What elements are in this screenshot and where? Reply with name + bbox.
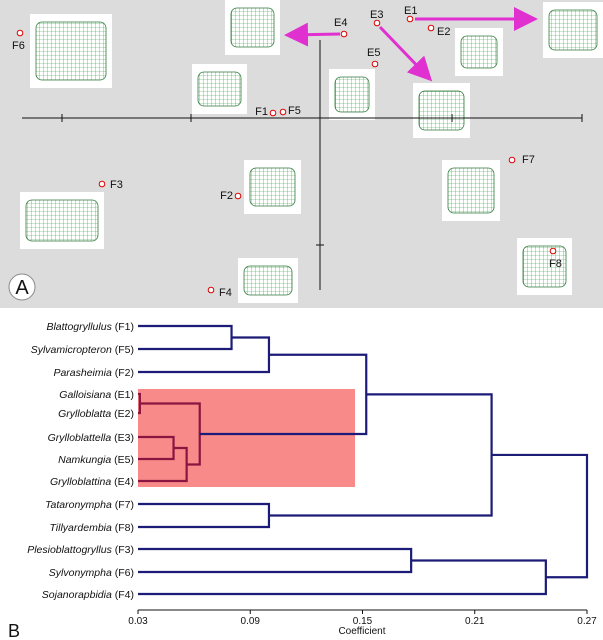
landmark-point	[16, 29, 24, 37]
code: (E5)	[114, 454, 134, 466]
grid-thumbnail-mesh	[249, 167, 296, 207]
leaf-label: Grylloblattina (E4)	[50, 476, 134, 488]
point-label: F2	[220, 190, 233, 202]
leaf-label: Blattogryllulus (F1)	[46, 321, 134, 333]
code: (F5)	[115, 344, 134, 356]
landmark-point	[207, 286, 215, 294]
leaf-label: Grylloblattella (E3)	[48, 432, 134, 444]
genus: Parasheimia	[53, 367, 112, 379]
code: (E2)	[114, 408, 134, 420]
landmark-point	[234, 192, 242, 200]
genus: Namkungia	[58, 454, 111, 466]
landmark-point	[508, 156, 516, 164]
point-label: F7	[522, 154, 535, 166]
landmark-point	[340, 30, 348, 38]
x-tick-label: 0.03	[128, 616, 148, 627]
point-label: E3	[370, 9, 383, 21]
leaf-label: Galloisiana (E1)	[59, 389, 134, 401]
genus: Grylloblattella	[48, 432, 112, 444]
shift-arrow	[378, 25, 433, 82]
dendrogram-link	[491, 453, 589, 579]
panel-label: B	[8, 621, 20, 640]
genus: Grylloblattina	[50, 476, 111, 488]
grid-thumbnail-mesh	[548, 9, 598, 51]
leaf-label: Tillyardembia (F8)	[49, 522, 134, 534]
dendrogram-link	[138, 547, 413, 574]
x-tick-label: 0.27	[577, 616, 597, 627]
point-label: F5	[288, 105, 301, 117]
code: (F4)	[115, 589, 134, 601]
panel-label: A	[15, 277, 29, 299]
code: (F6)	[115, 567, 134, 579]
leaf-label: Tataronympha (F7)	[45, 499, 134, 511]
grid-thumbnail-mesh	[197, 71, 242, 107]
genus: Sylvamicropteron	[31, 344, 112, 356]
grid-thumbnail-mesh	[447, 167, 495, 214]
dendrogram-link	[138, 559, 547, 596]
genus: Galloisiana	[59, 389, 111, 401]
grid-thumbnail-mesh	[230, 7, 275, 48]
landmark-point	[406, 15, 414, 23]
leaf-label: Grylloblatta (E2)	[58, 408, 134, 420]
leaf-label: Sylvamicropteron (F5)	[31, 344, 134, 356]
landmark-point	[427, 24, 435, 32]
point-label: F3	[110, 179, 123, 191]
grid-thumbnail-mesh	[460, 35, 498, 69]
code: (F7)	[115, 499, 134, 511]
grid-thumbnail-mesh	[522, 245, 567, 288]
grid-thumbnail-mesh	[418, 90, 465, 131]
point-label: F4	[219, 287, 232, 299]
dendrogram-link	[268, 393, 493, 517]
code: (E4)	[114, 476, 134, 488]
genus: Grylloblatta	[58, 408, 111, 420]
x-tick-label: 0.21	[465, 616, 485, 627]
leaf-label: Plesioblattogryllus (F3)	[27, 544, 134, 556]
genus: Blattogryllulus	[46, 321, 112, 333]
leaf-label: Sojanorapbidia (F4)	[42, 589, 134, 601]
x-axis-title: Coefficient	[338, 626, 385, 637]
genus: Plesioblattogryllus	[27, 544, 112, 556]
point-label: E4	[334, 17, 347, 29]
genus: Sylvonympha	[49, 567, 112, 579]
shift-arrow	[284, 22, 341, 47]
code: (F2)	[115, 367, 134, 379]
landmark-point	[269, 109, 277, 117]
grid-thumbnail-mesh	[334, 76, 370, 113]
leaf-label: Namkungia (E5)	[58, 454, 134, 466]
leaf-label: Parasheimia (F2)	[53, 367, 134, 379]
code: (E3)	[114, 432, 134, 444]
genus: Tataronympha	[45, 499, 112, 511]
dendrogram-link	[138, 502, 271, 529]
landmark-point	[373, 19, 381, 27]
code: (F3)	[115, 544, 134, 556]
code: (E1)	[114, 389, 134, 401]
grid-thumbnail-mesh	[243, 265, 293, 296]
axis-ticks	[61, 114, 583, 246]
deformation-grids	[20, 0, 603, 303]
code: (F8)	[115, 522, 134, 534]
landmark-point	[549, 247, 557, 255]
x-tick-label: 0.15	[353, 616, 373, 627]
x-tick-label: 0.09	[241, 616, 261, 627]
dendrogram-link	[138, 336, 271, 374]
landmark-point	[371, 60, 379, 68]
genus: Tillyardembia	[49, 522, 112, 534]
landmark-point	[98, 180, 106, 188]
landmark-point	[279, 108, 287, 116]
leaf-label: Sylvonympha (F6)	[49, 567, 134, 579]
point-label: F1	[255, 106, 268, 118]
grid-thumbnail-mesh	[25, 199, 99, 242]
code: (F1)	[115, 321, 134, 333]
grid-thumbnail-mesh	[35, 21, 107, 81]
point-label: F8	[549, 258, 562, 270]
genus: Sojanorapbidia	[42, 589, 112, 601]
point-label: F6	[12, 40, 25, 52]
point-label: E1	[404, 5, 417, 17]
point-label: E2	[437, 26, 450, 38]
point-label: E5	[367, 47, 380, 59]
dendrogram-link	[138, 324, 233, 351]
panel-label-badge	[8, 273, 36, 301]
